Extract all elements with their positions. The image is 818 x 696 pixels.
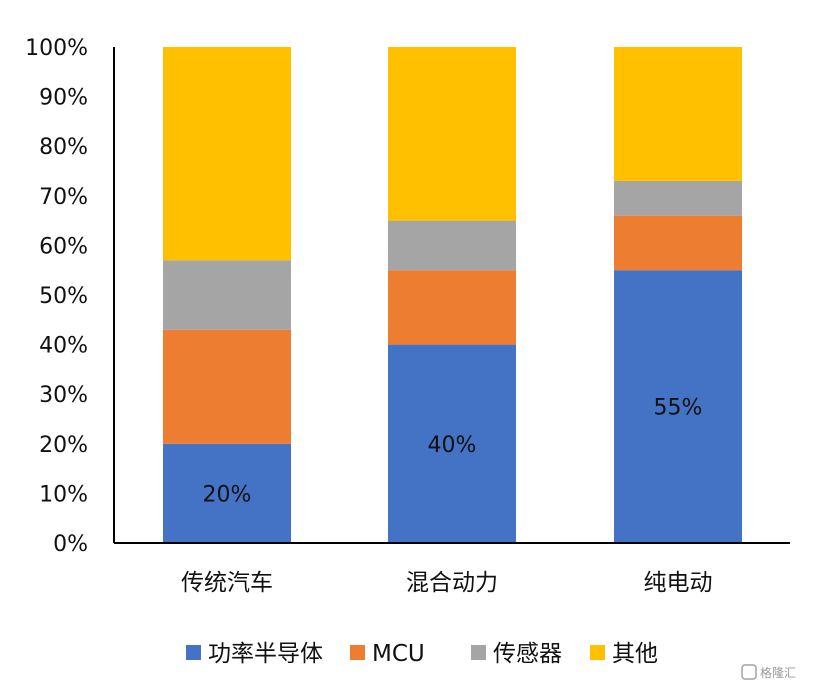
bar-segment-0-0 bbox=[163, 443, 291, 543]
y-tick-label: 10% bbox=[39, 482, 88, 507]
y-tick-label: 30% bbox=[39, 383, 88, 408]
watermark: 格隆汇 bbox=[741, 664, 796, 680]
y-tick-label: 40% bbox=[39, 334, 88, 359]
legend-label: MCU bbox=[372, 641, 425, 667]
x-category-label: 混合动力 bbox=[406, 570, 498, 596]
y-tick-label: 60% bbox=[39, 234, 88, 259]
data-label: 20% bbox=[203, 482, 252, 507]
bar-segment-0-1 bbox=[163, 329, 291, 444]
legend-label: 传感器 bbox=[493, 641, 562, 667]
legend-swatch bbox=[471, 645, 486, 660]
x-category-label: 传统汽车 bbox=[181, 570, 273, 596]
legend-swatch bbox=[186, 645, 201, 660]
bar-segment-2-3 bbox=[614, 47, 742, 181]
legend: 功率半导体 MCU 传感器 其他 bbox=[186, 641, 658, 667]
data-label: 55% bbox=[654, 396, 703, 421]
watermark-text: 格隆汇 bbox=[760, 665, 796, 680]
bar-segment-1-2 bbox=[388, 220, 516, 271]
bar-segment-2-0 bbox=[614, 270, 742, 543]
y-tick-label: 50% bbox=[39, 284, 88, 309]
legend-label: 功率半导体 bbox=[208, 641, 323, 667]
gelonghui-logo-icon bbox=[741, 664, 757, 680]
y-tick-label: 0% bbox=[53, 532, 88, 557]
bar-segment-0-2 bbox=[163, 260, 291, 330]
bars-group bbox=[163, 47, 742, 543]
bar-segment-2-2 bbox=[614, 180, 742, 216]
y-tick-label: 90% bbox=[39, 86, 88, 111]
legend-swatch bbox=[590, 645, 605, 660]
bar-segment-2-1 bbox=[614, 215, 742, 271]
data-labels-group: 20% 40% 55% bbox=[203, 396, 703, 508]
y-tick-label: 20% bbox=[39, 433, 88, 458]
axes-group: 0% 10% 20% 30% 40% 50% 60% 70% 80% 90% 100% 传统汽车 混合动… bbox=[25, 36, 790, 596]
bar-segment-1-3 bbox=[388, 47, 516, 221]
legend-swatch bbox=[350, 645, 365, 660]
y-tick-label: 100% bbox=[25, 36, 88, 61]
bar-segment-1-0 bbox=[388, 344, 516, 543]
data-label: 40% bbox=[428, 433, 477, 458]
y-tick-label: 70% bbox=[39, 185, 88, 210]
bar-segment-1-1 bbox=[388, 270, 516, 345]
y-tick-label: 80% bbox=[39, 135, 88, 160]
legend-label: 其他 bbox=[612, 641, 658, 667]
x-category-label: 纯电动 bbox=[644, 570, 713, 596]
bar-segment-0-3 bbox=[163, 47, 291, 261]
